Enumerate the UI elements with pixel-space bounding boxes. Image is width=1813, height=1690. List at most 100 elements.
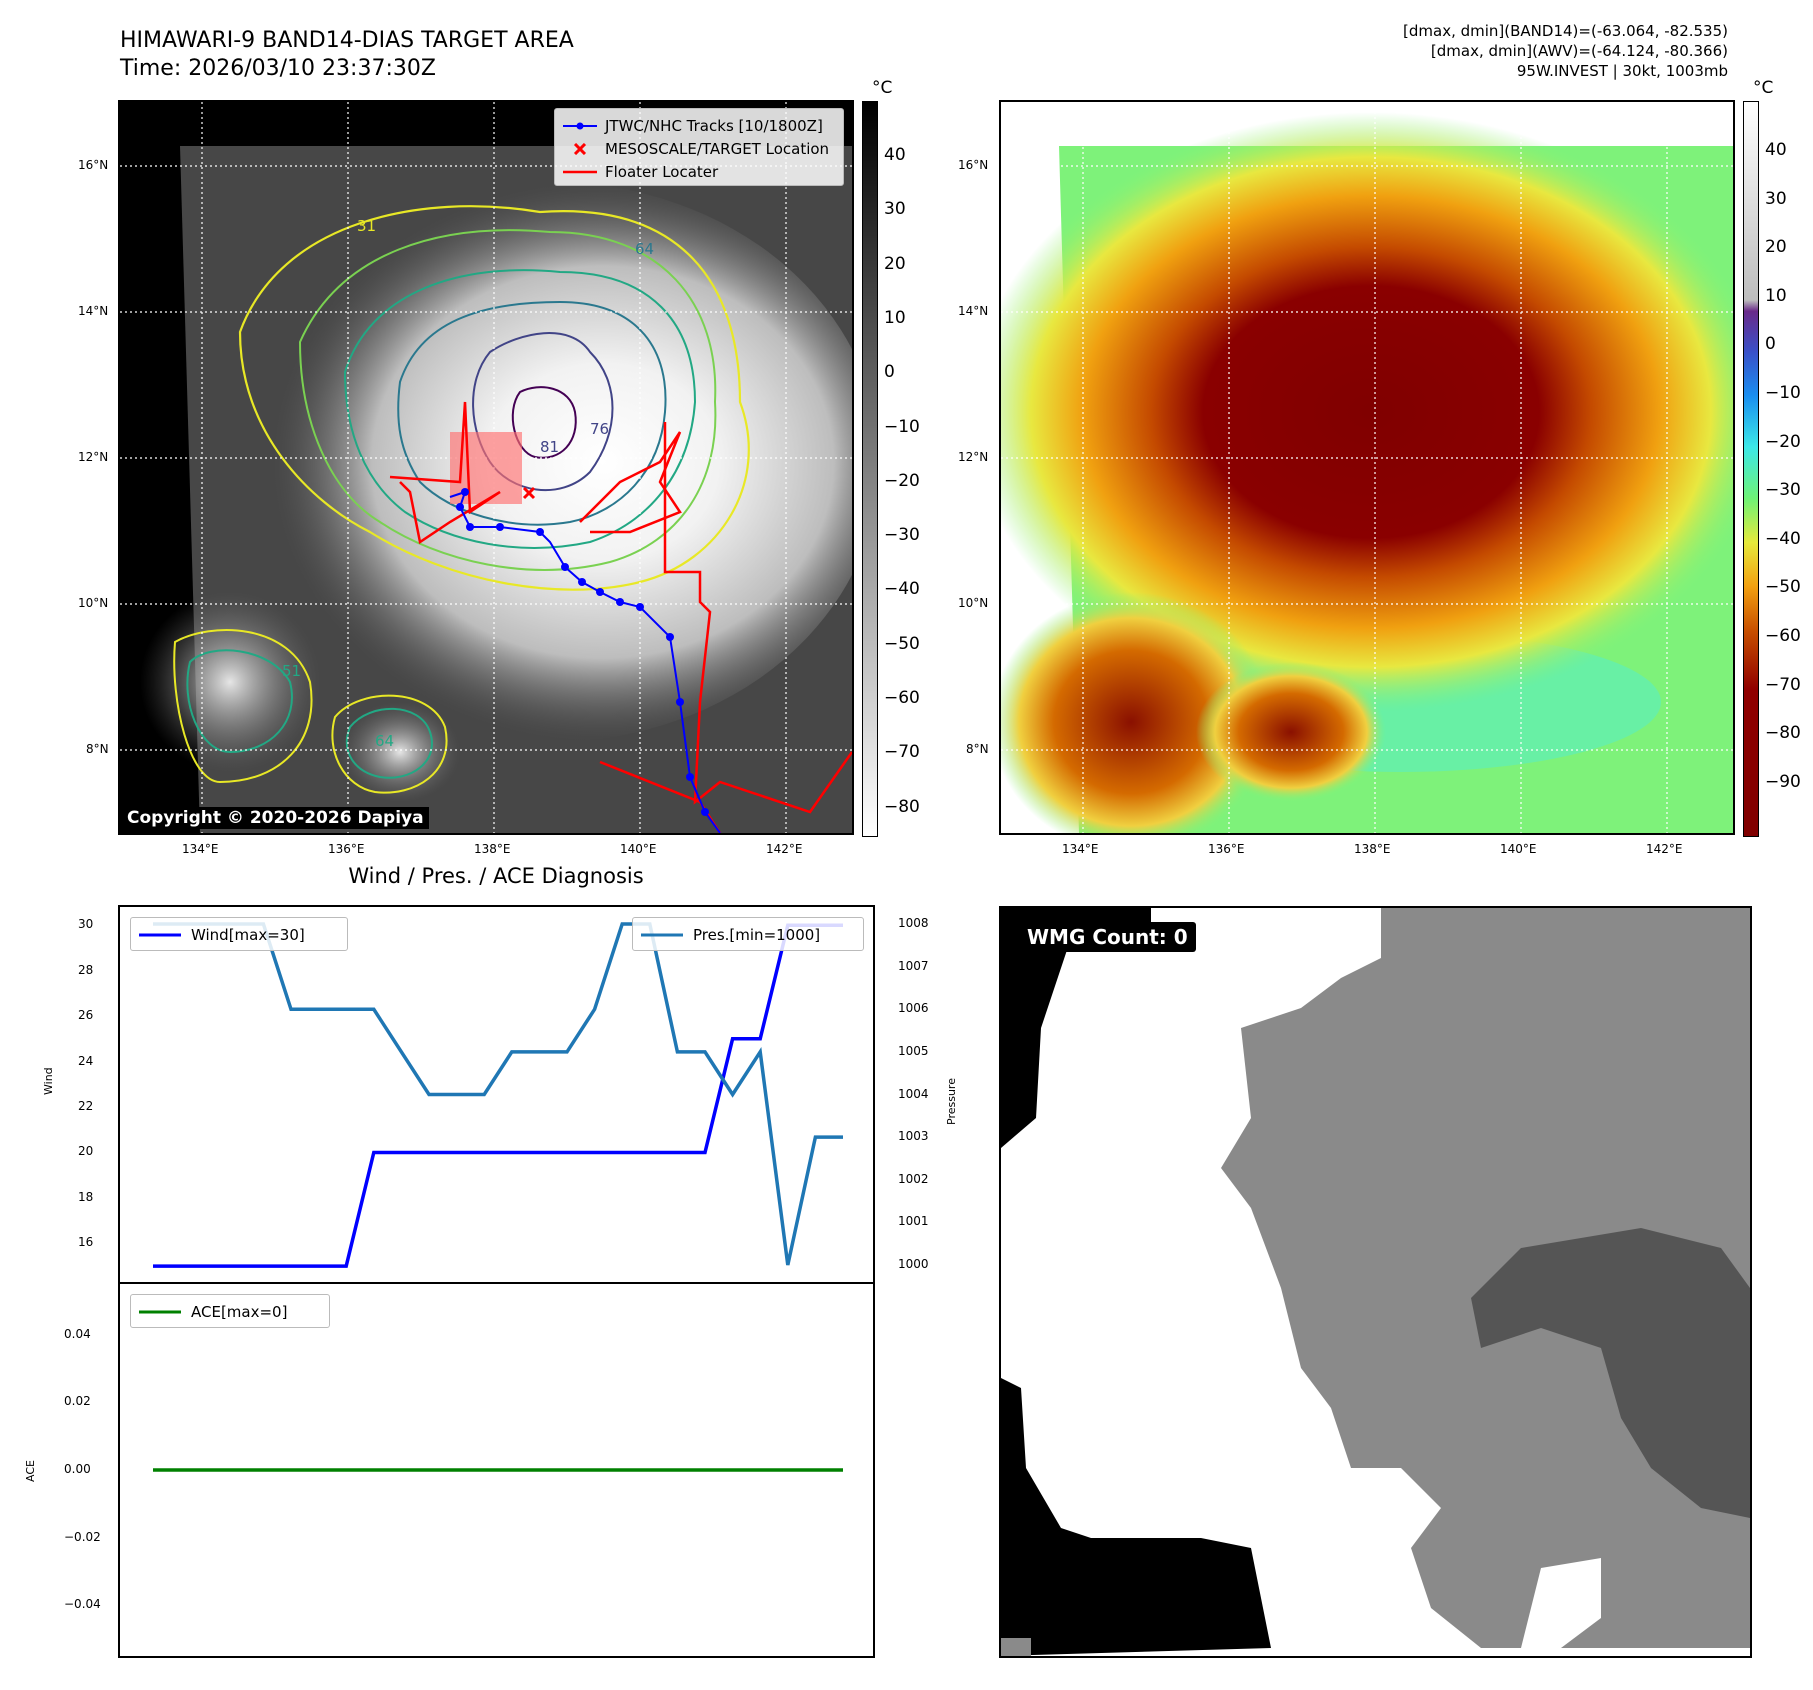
lon-label: 140°E [620,842,657,856]
wind-legend: Wind[max=30] [130,917,348,951]
contour-label: 64 [375,732,395,750]
legend-tracks: JTWC/NHC Tracks [10/1800Z] [563,114,835,137]
legend-floater: Floater Locater [563,160,835,183]
wmg-panel: WMG Count: 0 [999,906,1752,1658]
pressure-tick-label: 1004 [898,1086,929,1101]
tick-label: −50 [884,633,920,654]
tick-label: 10 [884,307,906,328]
tick-label: −70 [884,742,920,763]
tick-label: −10 [1765,383,1801,403]
tick-label: 40 [1765,140,1787,160]
lat-label: 14°N [958,304,989,318]
tick-label: −50 [1765,577,1801,598]
contour-label: 76 [590,420,610,438]
tick-label: −30 [1765,480,1801,501]
pressure-tick-label: 1008 [898,916,929,931]
contour-label: 64 [635,240,655,258]
wind-pressure-chart: Wind[max=30] Pres.[min=1000] [118,905,875,1284]
lat-label: 10°N [958,596,989,610]
wind-tick-label: 22 [78,1099,94,1113]
awv-colorbar [1743,101,1759,837]
tick-label: 0 [1765,334,1776,355]
lon-label: 134°E [182,842,219,856]
wind-tick-label: 26 [78,1008,94,1023]
lon-label: 136°E [1208,842,1245,856]
lat-label: 16°N [958,158,989,172]
tick-label: −80 [1765,723,1801,744]
pressure-tick-label: 1003 [898,1129,929,1144]
pressure-tick-label: 1007 [898,958,929,973]
lon-label: 138°E [474,842,511,856]
wind-tick-label: 30 [78,917,94,932]
lat-label: 8°N [966,742,989,756]
figure-time: Time: 2026/03/10 23:37:30Z [120,56,436,81]
legend-target: MESOSCALE/TARGET Location [563,137,835,160]
wind-tick-label: 24 [78,1053,94,1068]
lon-label: 136°E [328,842,365,856]
band14-map: 31 64 76 81 51 64 JTWC/NHC Tracks [10/18… [118,100,854,835]
pressure-series-line [153,922,843,1266]
tick-label: 10 [1765,285,1787,306]
legend-tracks-label: JTWC/NHC Tracks [10/1800Z] [605,116,823,135]
colorbar-unit: °C [1753,78,1774,98]
tick-label: −40 [884,579,920,600]
ace-legend-label: ACE[max=0] [191,1302,288,1321]
wind-series-line [153,923,843,1268]
wind-tick-label: 28 [78,962,94,977]
jtwc-track-points [456,488,709,816]
tick-label: −60 [884,688,920,708]
lon-label: 134°E [1062,842,1099,856]
lat-label: 8°N [86,742,109,756]
pressure-axis-label: Pressure [945,1078,958,1125]
tick-label: 30 [884,199,906,220]
legend-floater-label: Floater Locater [605,162,719,181]
tick-label: −90 [1765,771,1801,792]
lon-label: 142°E [1646,842,1683,856]
ace-legend: ACE[max=0] [130,1294,330,1328]
tick-label: −60 [1765,626,1801,646]
wmg-count-badge: WMG Count: 0 [1019,922,1196,952]
contour-label: 81 [540,438,560,456]
diagnosis-title: Wind / Pres. / ACE Diagnosis [348,864,644,888]
target-location-marker [522,486,536,500]
lat-label: 14°N [78,304,109,318]
pressure-tick-label: 1000 [898,1256,929,1271]
ace-tick-label: 0.00 [64,1462,91,1476]
map-legend: JTWC/NHC Tracks [10/1800Z] MESOSCALE/TAR… [554,108,844,186]
tick-label: −20 [1765,431,1801,452]
tick-label: −40 [1765,528,1801,549]
contour-label: 31 [357,217,377,235]
awv-range: [dmax, dmin](AWV)=(-64.124, -80.366) [1430,42,1728,60]
lon-label: 140°E [1500,842,1537,856]
pressure-tick-label: 1001 [898,1214,929,1229]
band14-colorbar [862,101,878,837]
wind-tick-label: 20 [78,1144,94,1159]
ace-tick-label: 0.04 [64,1326,91,1341]
pres-legend: Pres.[min=1000] [632,917,864,951]
lon-label: 138°E [1354,842,1391,856]
lat-label: 12°N [78,450,109,464]
wind-axis-label: Wind [42,1067,55,1095]
tick-label: −80 [884,796,920,817]
lat-label: 10°N [78,596,109,610]
tick-label: 20 [884,253,906,274]
ace-tick-label: −0.02 [64,1529,101,1544]
wind-tick-label: 18 [78,1189,94,1204]
pressure-tick-label: 1002 [898,1171,929,1186]
wind-tick-label: 16 [78,1235,94,1250]
floater-locater-line-2 [579,431,682,534]
ace-tick-label: −0.04 [64,1597,101,1612]
contour-label: 51 [282,662,302,680]
tick-label: −70 [1765,674,1801,695]
pres-legend-label: Pres.[min=1000] [693,925,821,944]
lat-label: 16°N [78,158,109,172]
copyright-notice: Copyright © 2020-2026 Dapiya [122,807,429,829]
ace-axis-label: ACE [24,1460,37,1482]
band14-range: [dmax, dmin](BAND14)=(-63.064, -82.535) [1403,22,1728,40]
tick-label: −20 [884,470,920,491]
legend-target-label: MESOSCALE/TARGET Location [605,139,830,158]
tick-label: −10 [884,416,920,437]
tick-label: 20 [1765,237,1787,258]
ace-chart: ACE[max=0] [118,1282,875,1658]
storm-info: 95W.INVEST | 30kt, 1003mb [1516,62,1728,80]
